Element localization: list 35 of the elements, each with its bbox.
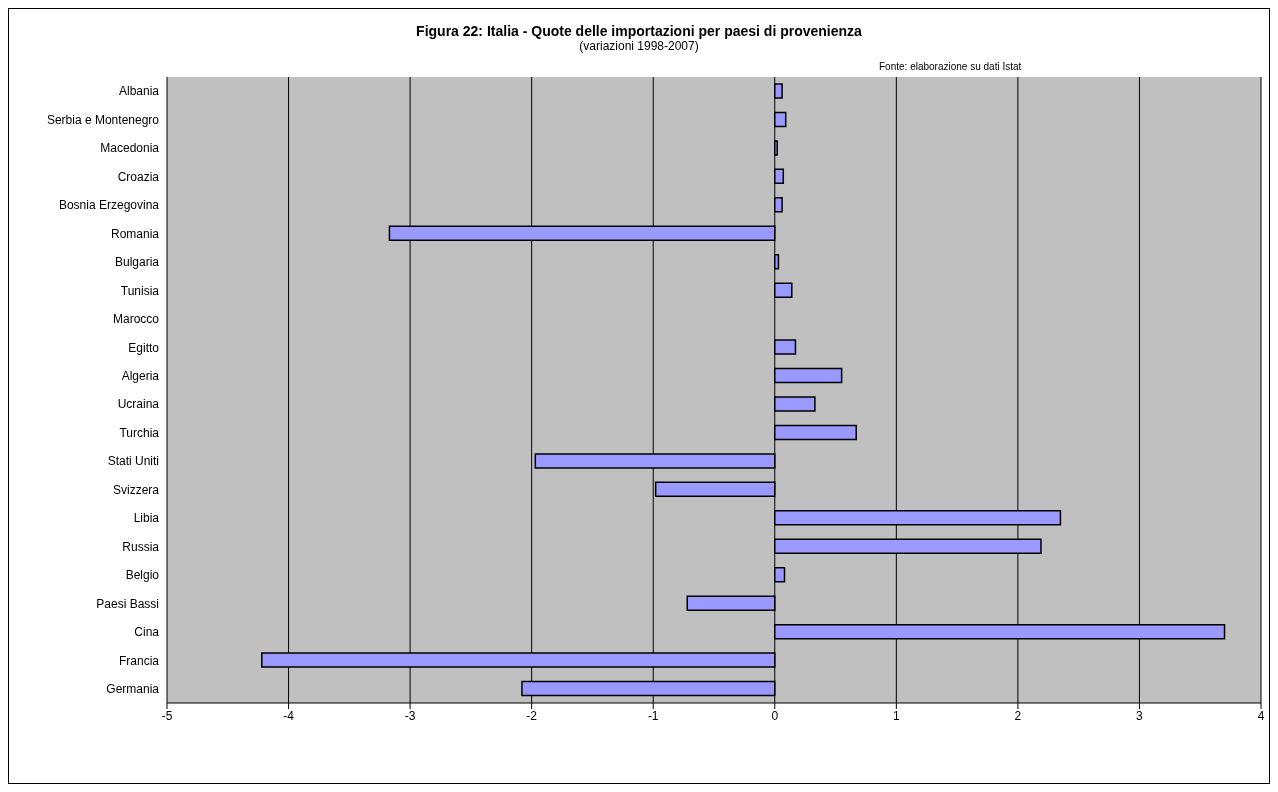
y-tick-label: Ucraina xyxy=(117,397,160,412)
y-tick-label: Romania xyxy=(110,226,160,241)
y-tick-label: Macedonia xyxy=(100,141,160,156)
y-tick-label: Stati Uniti xyxy=(107,454,159,469)
y-tick-label: Croazia xyxy=(117,169,160,184)
chart-subtitle: (variazioni 1998-2007) xyxy=(578,39,700,53)
y-tick-label: Turchia xyxy=(119,425,160,440)
y-tick-label: Cina xyxy=(134,625,160,640)
y-tick-label: Bulgaria xyxy=(114,255,160,270)
y-tick-label: Russia xyxy=(122,539,160,554)
y-tick-label: Algeria xyxy=(121,369,160,384)
y-tick-label: Albania xyxy=(118,84,160,99)
y-tick-label: Svizzera xyxy=(112,482,160,497)
y-tick-label: Bosnia Erzegovina xyxy=(58,198,160,213)
y-tick-label: Paesi Bassi xyxy=(96,596,159,611)
y-tick-label: Egitto xyxy=(128,340,160,355)
y-tick-label: Marocco xyxy=(112,312,160,327)
x-tick-label: 1 xyxy=(892,708,900,723)
y-tick-label: Libia xyxy=(133,511,160,526)
x-tick-label: -2 xyxy=(526,708,538,723)
x-tick-label: -5 xyxy=(161,708,173,723)
x-tick-label: -4 xyxy=(283,708,295,723)
x-tick-label: 2 xyxy=(1014,708,1022,723)
y-tick-label: Francia xyxy=(118,653,160,668)
y-tick-label: Serbia e Montenegro xyxy=(46,112,160,127)
x-tick-label: 0 xyxy=(771,708,779,723)
chart-title: Figura 22: Italia - Quote delle importazioni per paesi di provenienza xyxy=(415,23,863,39)
x-tick-label: 4 xyxy=(1257,708,1265,723)
y-tick-label: Germania xyxy=(106,682,160,697)
x-tick-label: -1 xyxy=(647,708,659,723)
x-tick-label: -3 xyxy=(404,708,416,723)
y-tick-label: Tunisia xyxy=(120,283,160,298)
x-tick-label: 3 xyxy=(1136,708,1144,723)
source-note: Fonte: elaborazione su dati Istat xyxy=(879,61,1022,72)
y-tick-label: Belgio xyxy=(125,568,160,583)
